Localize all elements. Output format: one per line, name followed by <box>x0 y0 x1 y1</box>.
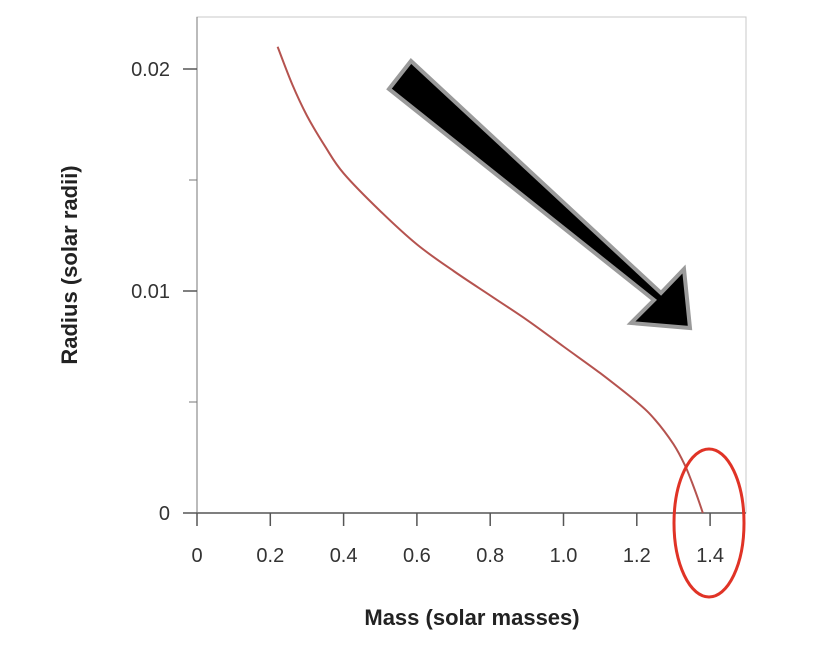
y-tick-label: 0.01 <box>131 281 170 303</box>
x-tick-label: 1.2 <box>623 545 651 567</box>
x-tick-label: 0.6 <box>403 545 431 567</box>
x-ticks: 0 0.2 0.4 0.6 0.8 1.0 1.2 1.4 <box>191 513 724 567</box>
x-tick-label: 0.2 <box>256 545 284 567</box>
x-tick-label: 0 <box>191 545 202 567</box>
y-axis-title: Radius (solar radii) <box>57 165 82 364</box>
x-tick-label: 0.4 <box>330 545 358 567</box>
circle-annotation <box>672 447 746 599</box>
y-tick-label: 0 <box>159 503 170 525</box>
x-tick-label: 1.0 <box>550 545 578 567</box>
arrow-annotation <box>386 58 693 331</box>
y-tick-label: 0.02 <box>131 59 170 81</box>
x-tick-label: 1.4 <box>696 545 724 567</box>
x-tick-label: 0.8 <box>476 545 504 567</box>
x-axis-title: Mass (solar masses) <box>364 605 579 630</box>
plot-area <box>196 16 747 514</box>
y-ticks: 0 0.01 0.02 <box>131 59 197 525</box>
series-line <box>276 46 704 514</box>
